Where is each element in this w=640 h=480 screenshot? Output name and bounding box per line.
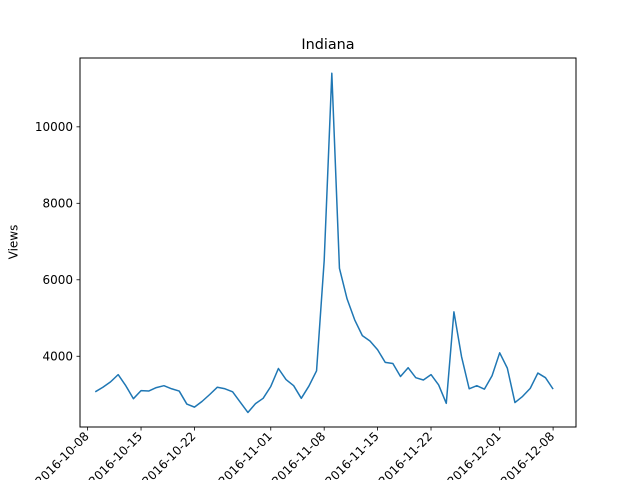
y-axis-label: Views [7, 225, 21, 260]
series-line [94, 72, 554, 414]
x-tick-label: 2016-11-08 [269, 429, 328, 480]
y-tick-label: 6000 [42, 273, 73, 287]
x-tick-label: 2016-11-15 [323, 429, 382, 480]
y-ticks: 4000 6000 8000 10000 [35, 120, 80, 364]
x-tick-label: 2016-10-22 [139, 429, 198, 480]
x-tick-label: 2016-12-01 [445, 429, 504, 480]
x-tick-label: 2016-11-01 [216, 429, 275, 480]
plot-area [94, 72, 554, 414]
x-tick-label: 2016-11-22 [376, 429, 435, 480]
x-tick-label: 2016-10-08 [33, 429, 92, 480]
x-tick-label: 2016-10-15 [86, 429, 145, 480]
chart-title: Indiana [301, 37, 354, 53]
y-tick-label: 10000 [35, 120, 73, 134]
y-tick-label: 4000 [42, 350, 73, 364]
axes-frame [79, 57, 577, 428]
y-tick-label: 8000 [42, 197, 73, 211]
x-tick-label: 2016-12-08 [498, 429, 557, 480]
